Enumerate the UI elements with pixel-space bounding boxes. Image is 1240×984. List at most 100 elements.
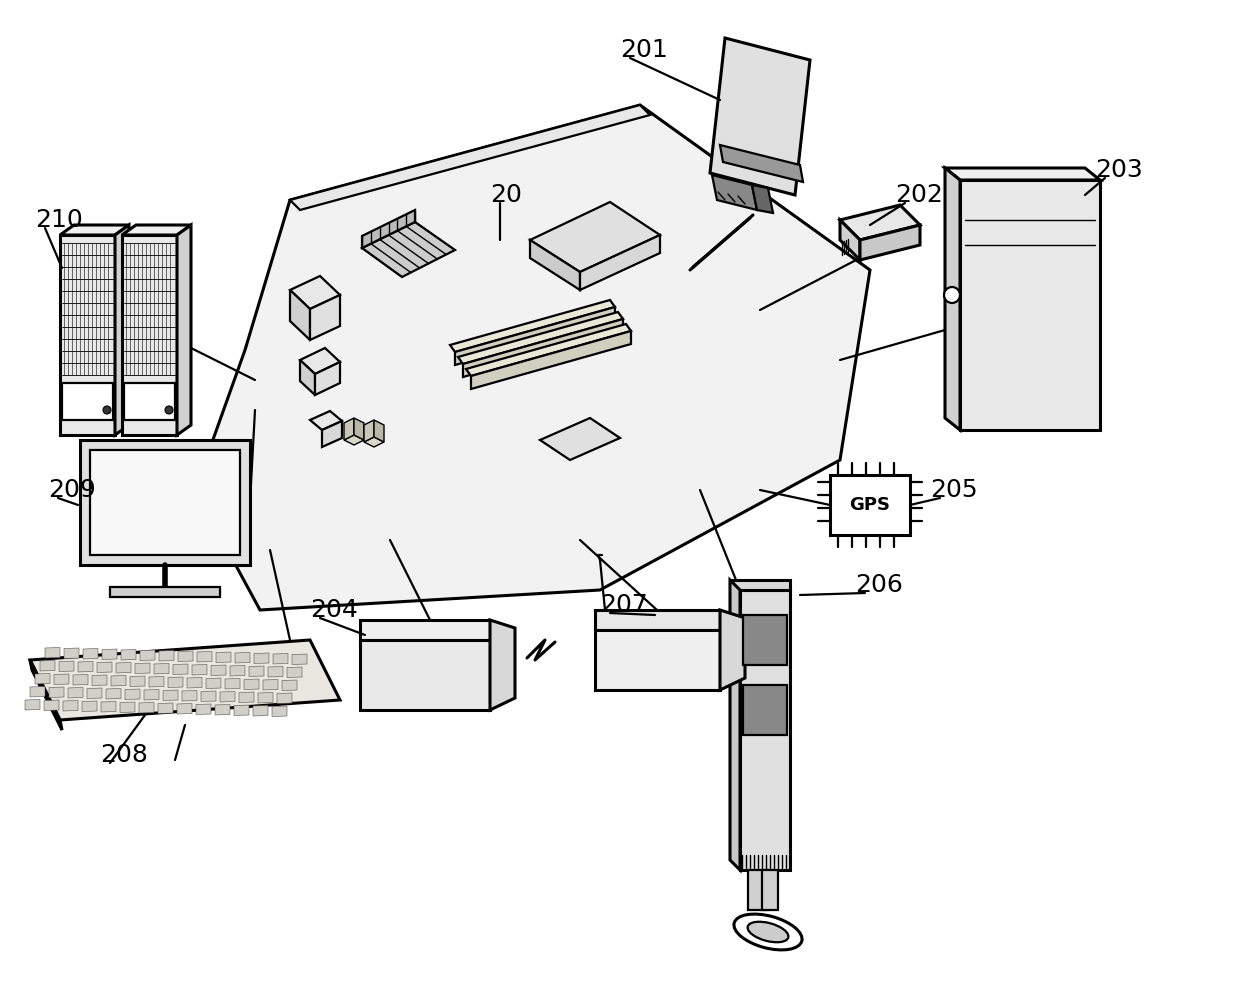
Polygon shape [149,677,164,687]
Polygon shape [360,640,490,710]
Polygon shape [187,678,202,688]
Polygon shape [124,383,175,420]
Polygon shape [254,653,269,663]
Polygon shape [157,703,174,713]
Polygon shape [206,678,221,689]
Polygon shape [167,677,184,688]
Text: 204: 204 [310,598,358,622]
Polygon shape [50,687,64,698]
Polygon shape [105,689,122,699]
Polygon shape [277,693,291,704]
Polygon shape [360,620,490,640]
Polygon shape [97,662,112,672]
Polygon shape [239,692,254,703]
Polygon shape [64,648,79,658]
Polygon shape [310,411,342,430]
Polygon shape [177,225,191,435]
Polygon shape [290,290,310,340]
Polygon shape [92,675,107,686]
Polygon shape [120,702,135,712]
Polygon shape [743,615,787,665]
Polygon shape [40,660,55,671]
Polygon shape [595,630,720,690]
Polygon shape [25,700,40,710]
Text: 201: 201 [620,38,668,62]
Polygon shape [743,685,787,735]
Polygon shape [268,666,283,677]
Polygon shape [310,295,340,340]
Polygon shape [154,663,169,674]
Polygon shape [82,701,97,711]
Polygon shape [839,205,920,240]
Polygon shape [539,418,620,460]
Polygon shape [249,666,264,677]
Polygon shape [730,580,790,590]
Polygon shape [455,307,615,365]
Polygon shape [471,331,631,389]
Polygon shape [224,679,241,689]
Polygon shape [43,700,60,710]
Polygon shape [463,319,622,377]
Polygon shape [122,225,191,235]
Polygon shape [162,690,179,701]
Text: 205: 205 [930,478,977,502]
Text: 206: 206 [856,573,903,597]
Polygon shape [87,688,102,699]
Polygon shape [580,235,660,290]
Polygon shape [258,693,273,703]
Text: 207: 207 [600,593,647,617]
Polygon shape [253,706,268,716]
Polygon shape [273,653,288,664]
Polygon shape [365,420,374,442]
Polygon shape [322,421,342,447]
Polygon shape [450,300,615,352]
Text: 203: 203 [1095,158,1143,182]
Polygon shape [144,690,159,700]
Polygon shape [362,222,455,277]
Polygon shape [112,675,126,686]
Polygon shape [290,105,650,210]
Polygon shape [286,667,303,678]
Polygon shape [229,665,246,676]
Polygon shape [115,225,129,435]
Polygon shape [35,673,50,684]
Polygon shape [182,691,197,701]
Polygon shape [945,168,1100,180]
Circle shape [103,406,112,414]
Polygon shape [130,676,145,687]
Polygon shape [174,664,188,674]
Polygon shape [196,704,211,714]
Polygon shape [117,662,131,673]
Polygon shape [60,661,74,671]
Polygon shape [192,664,207,675]
Polygon shape [263,680,278,690]
Polygon shape [362,210,415,248]
Polygon shape [216,652,231,662]
Polygon shape [529,202,660,272]
Polygon shape [720,145,804,182]
Polygon shape [300,348,340,374]
Polygon shape [159,650,174,661]
Polygon shape [763,870,777,910]
Polygon shape [490,620,515,710]
Polygon shape [272,706,286,716]
Polygon shape [68,688,83,698]
Text: 202: 202 [895,183,942,207]
Polygon shape [140,650,155,660]
Polygon shape [720,610,745,690]
Polygon shape [195,105,870,610]
Polygon shape [122,649,136,660]
Polygon shape [219,692,236,702]
Polygon shape [748,870,768,910]
Polygon shape [529,240,580,290]
Polygon shape [73,674,88,685]
Polygon shape [343,435,365,445]
Polygon shape [300,360,315,395]
Polygon shape [30,660,62,730]
Text: 210: 210 [35,208,83,232]
Polygon shape [30,687,45,697]
Polygon shape [960,180,1100,430]
Text: 209: 209 [48,478,95,502]
Circle shape [165,406,174,414]
Polygon shape [179,651,193,661]
